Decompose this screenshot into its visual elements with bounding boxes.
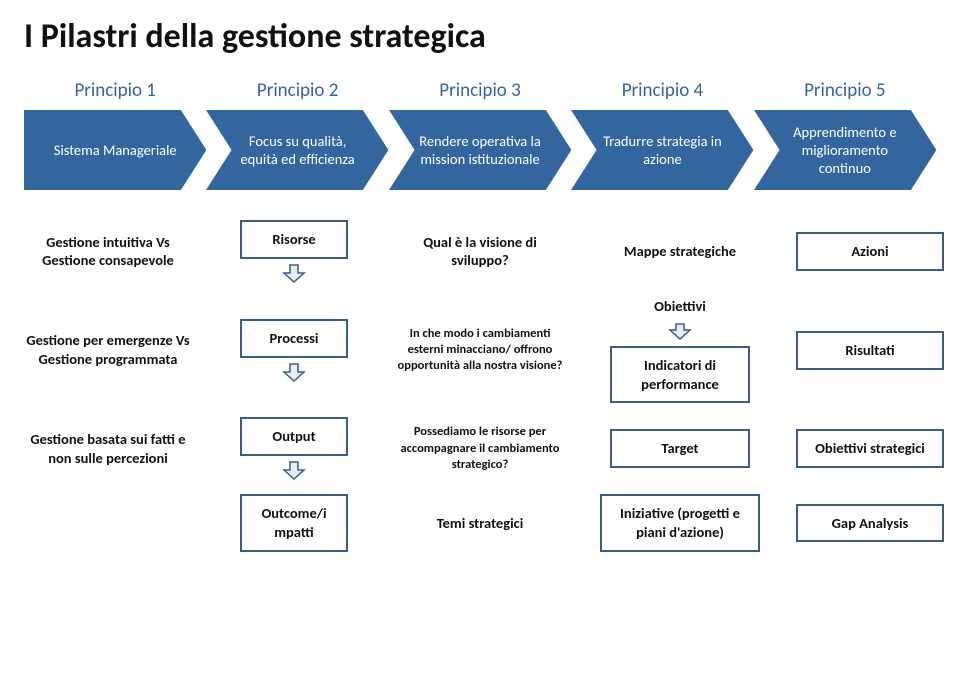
col1-r1: Gestione intuitiva Vs Gestione consapevo…	[24, 233, 192, 271]
col3-r1: Qual è la visione di sviluppo?	[396, 233, 564, 271]
chevron-row: Sistema Manageriale Focus su qualità, eq…	[24, 110, 936, 190]
col3-r4: Temi strategici	[396, 514, 564, 533]
content-grid: Gestione intuitiva Vs Gestione consapevo…	[24, 220, 936, 552]
col2-r1-box: Risorse	[240, 220, 348, 259]
col2-r2-box: Processi	[240, 319, 348, 358]
col5-r3-box: Obiettivi strategici	[796, 429, 944, 468]
col1-r3: Gestione basata sui fatti e non sulle pe…	[24, 430, 192, 468]
col3-r3: Possediamo le risorse per accompagnare i…	[396, 424, 564, 473]
chevron-4: Tradurre strategia in azione	[571, 110, 753, 190]
principle-1-label: Principio 1	[24, 79, 206, 102]
chevron-4-text: Tradurre strategia in azione	[579, 132, 733, 168]
col2-r4-box: Outcome/i mpatti	[240, 494, 348, 552]
col4-r4-box: Iniziative (progetti e piani d'azione)	[600, 494, 760, 552]
col4-r3-box: Target	[610, 429, 750, 468]
col5-r4-box: Gap Analysis	[796, 504, 944, 543]
chevron-5: Apprendimento e miglioramento continuo	[754, 110, 936, 190]
down-arrow-icon	[282, 263, 306, 283]
page-title: I Pilastri della gestione strategica	[24, 16, 936, 57]
principle-5-label: Principio 5	[754, 79, 936, 102]
col3-r2: In che modo i cambiamenti esterni minacc…	[396, 326, 564, 375]
chevron-3: Rendere operativa la mission istituziona…	[389, 110, 571, 190]
down-arrow-icon	[668, 322, 692, 340]
chevron-3-text: Rendere operativa la mission istituziona…	[397, 132, 551, 168]
col2-r3-box: Output	[240, 417, 348, 456]
principle-4-label: Principio 4	[571, 79, 753, 102]
col5-r1-box: Azioni	[796, 232, 944, 271]
col4-r2b-box: Indicatori di performance	[610, 346, 750, 404]
principle-3-label: Principio 3	[389, 79, 571, 102]
col4-r2a: Obiettivi	[654, 297, 706, 316]
col1-r2: Gestione per emergenze Vs Gestione progr…	[24, 331, 192, 369]
col4-r2-stack: Obiettivi Indicatori di performance	[596, 297, 764, 404]
chevron-2: Focus su qualità, equità ed efficienza	[206, 110, 388, 190]
down-arrow-icon	[282, 460, 306, 480]
down-arrow-icon	[282, 362, 306, 382]
chevron-5-text: Apprendimento e miglioramento continuo	[762, 123, 916, 177]
principles-labels-row: Principio 1 Principio 2 Principio 3 Prin…	[24, 79, 936, 102]
principle-2-label: Principio 2	[206, 79, 388, 102]
col5-r2-box: Risultati	[796, 331, 944, 370]
col4-r1: Mappe strategiche	[596, 242, 764, 261]
chevron-2-text: Focus su qualità, equità ed efficienza	[214, 132, 368, 168]
chevron-1: Sistema Manageriale	[24, 110, 206, 190]
chevron-1-text: Sistema Manageriale	[36, 141, 183, 159]
